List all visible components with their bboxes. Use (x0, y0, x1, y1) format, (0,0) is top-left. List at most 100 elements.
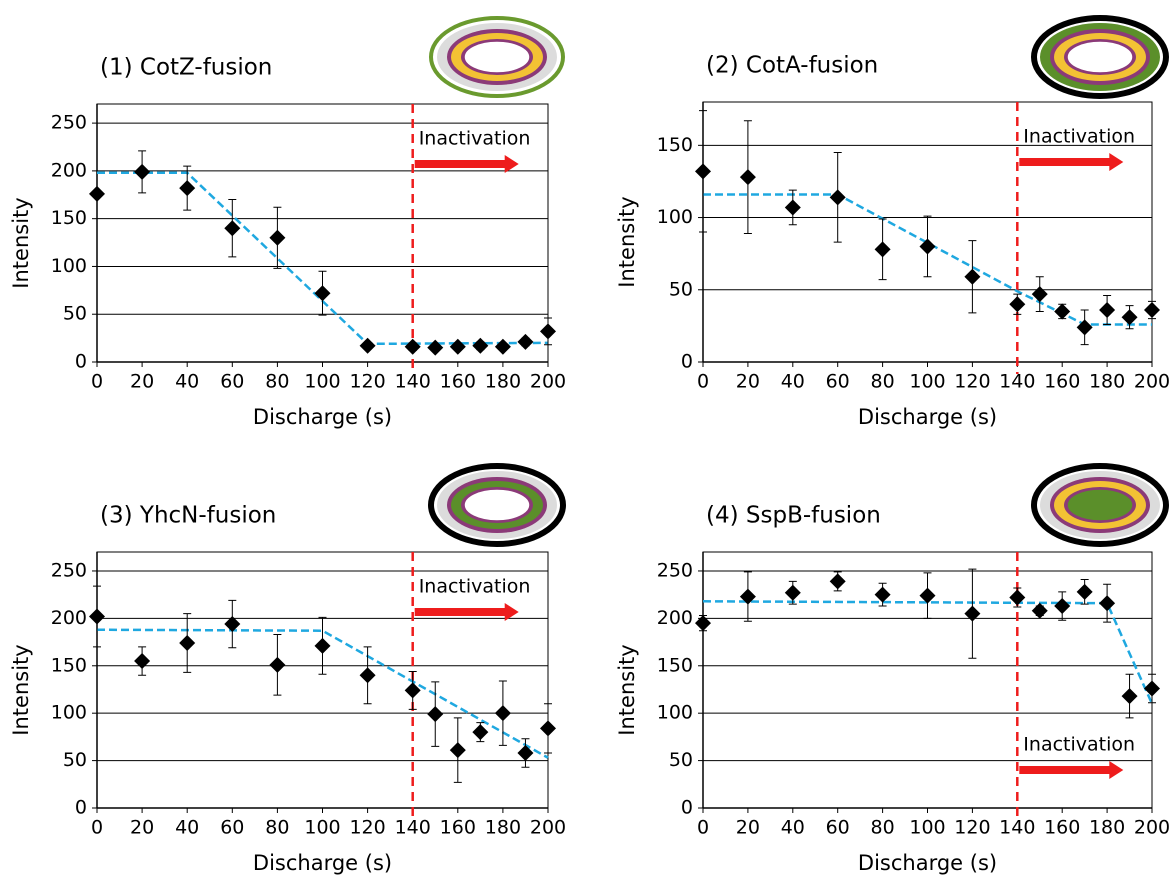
marker (472, 724, 489, 741)
spore-icon (428, 463, 566, 547)
chart-title: (1) CotZ-fusion (100, 55, 272, 81)
marker (269, 229, 286, 246)
marker (314, 285, 331, 302)
chart-title: (3) YhcN-fusion (100, 503, 276, 529)
arrow (1019, 761, 1124, 779)
y-axis-label: Intensity (9, 197, 33, 288)
spore-icon (429, 16, 565, 98)
x-tick-label: 60 (220, 817, 244, 839)
x-axis-label: Discharge (s) (253, 851, 392, 875)
y-tick-label: 150 (51, 207, 87, 229)
spore-icon-group (429, 16, 565, 98)
marker (134, 163, 151, 180)
x-tick-label: 40 (781, 371, 805, 393)
marker (134, 653, 151, 670)
spore-icon-group (428, 463, 566, 547)
x-tick-label: 120 (349, 817, 385, 839)
x-tick-label: 40 (781, 817, 805, 839)
spore-icon (1066, 488, 1134, 522)
y-tick-label: 0 (681, 351, 693, 373)
y-axis-label: Intensity (615, 196, 639, 287)
marker (540, 323, 556, 340)
arrow (1019, 153, 1124, 171)
x-tick-label: 140 (999, 817, 1035, 839)
x-tick-label: 100 (304, 371, 340, 393)
x-tick-label: 180 (485, 817, 521, 839)
x-tick-label: 200 (1134, 817, 1170, 839)
y-tick-label: 0 (75, 351, 87, 373)
spore-icon (1031, 463, 1169, 547)
x-tick-label: 80 (871, 371, 895, 393)
marker (359, 337, 376, 354)
panel: (4) SspB-fusion 0 50 100 150 200 250 0 20 40 60 80 1… (615, 463, 1170, 875)
marker (1031, 286, 1048, 303)
x-axis-label: Discharge (s) (858, 405, 997, 429)
x-tick-label: 60 (220, 371, 244, 393)
marker (874, 586, 891, 603)
x-tick-label: 80 (265, 817, 289, 839)
marker (179, 180, 196, 197)
y-tick-label: 100 (51, 702, 87, 724)
y-tick-label: 150 (51, 654, 87, 676)
marker (1076, 319, 1093, 336)
marker (404, 682, 421, 699)
x-tick-label: 160 (1044, 371, 1080, 393)
x-tick-label: 20 (130, 817, 154, 839)
marker (404, 338, 421, 355)
marker (517, 745, 534, 762)
annotation: Inactivation (1023, 126, 1135, 148)
marker (964, 268, 981, 285)
marker (739, 169, 756, 186)
x-tick-label: 160 (440, 371, 476, 393)
marker (1009, 589, 1026, 606)
x-tick-label: 20 (736, 371, 760, 393)
marker (695, 615, 711, 632)
y-tick-label: 100 (657, 702, 693, 724)
marker (874, 241, 891, 258)
x-tick-label: 0 (91, 817, 103, 839)
y-tick-label: 100 (51, 255, 87, 277)
marker (427, 706, 444, 723)
marker (1121, 309, 1138, 326)
annotation: Inactivation (1023, 734, 1135, 756)
marker (919, 238, 936, 255)
marker (1099, 302, 1116, 318)
marker (919, 587, 936, 604)
x-tick-label: 20 (736, 817, 760, 839)
marker (1076, 583, 1093, 600)
fit-line (96, 628, 549, 759)
panel: (3) YhcN-fusion 0 50 100 150 200 250 0 20 40 60 80 1… (9, 463, 566, 875)
x-tick-label: 0 (697, 817, 709, 839)
y-tick-label: 150 (657, 654, 693, 676)
y-tick-label: 50 (669, 749, 693, 771)
x-tick-label: 100 (909, 371, 945, 393)
x-axis-label: Discharge (s) (858, 851, 997, 875)
y-axis-label: Intensity (9, 644, 33, 735)
y-tick-label: 50 (63, 303, 87, 325)
marker (89, 185, 105, 202)
x-axis-label: Discharge (s) (253, 405, 392, 429)
x-tick-label: 180 (1089, 817, 1125, 839)
y-tick-label: 100 (657, 206, 693, 228)
marker (695, 163, 711, 180)
marker (1121, 688, 1138, 705)
marker (829, 573, 846, 590)
marker (449, 742, 466, 759)
x-tick-label: 20 (130, 371, 154, 393)
y-tick-label: 0 (75, 797, 87, 819)
marker (224, 616, 241, 633)
marker (739, 588, 756, 605)
y-tick-label: 50 (63, 749, 87, 771)
x-tick-label: 120 (954, 817, 990, 839)
x-tick-label: 0 (91, 371, 103, 393)
marker (1099, 595, 1116, 612)
y-tick-label: 200 (51, 159, 87, 181)
marker (517, 333, 534, 350)
y-tick-label: 200 (657, 607, 693, 629)
marker (359, 667, 376, 684)
x-tick-label: 100 (909, 817, 945, 839)
marker (314, 637, 331, 654)
x-tick-label: 200 (1134, 371, 1170, 393)
